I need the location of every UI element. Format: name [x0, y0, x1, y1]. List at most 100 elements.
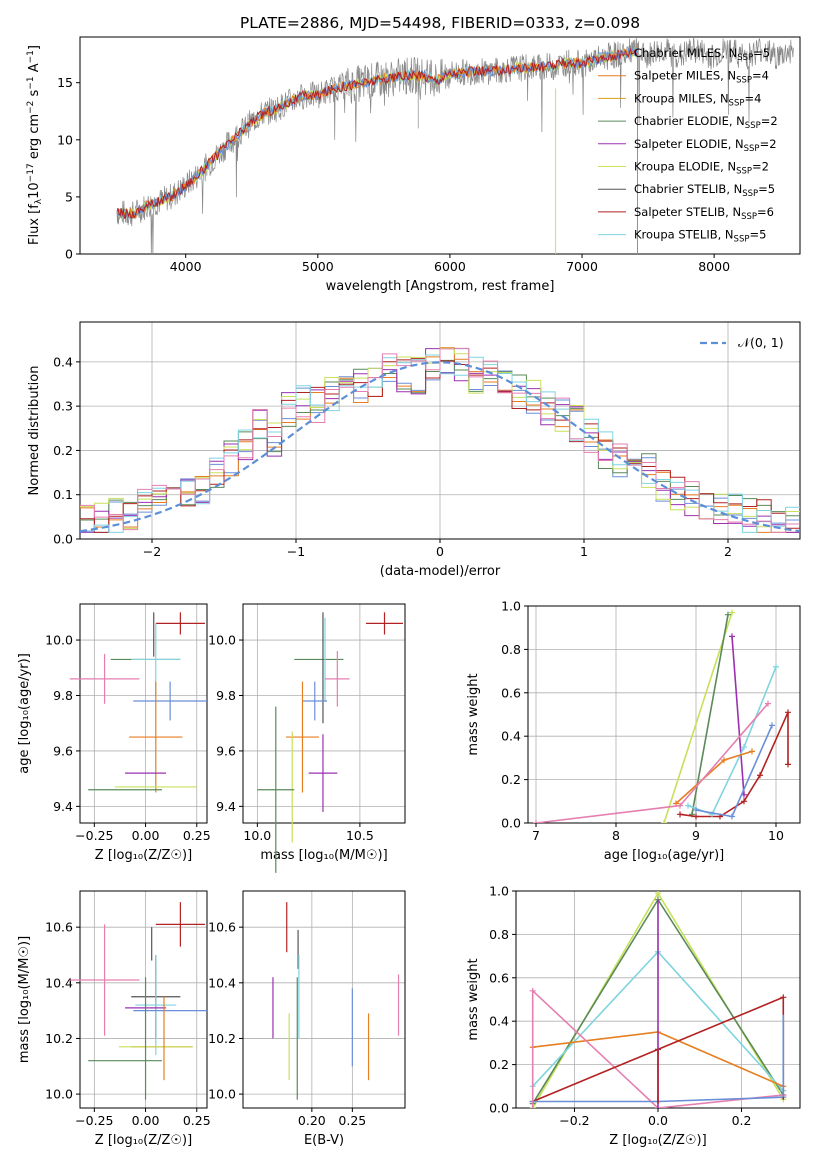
y-tick-label: 10.0	[45, 633, 73, 648]
x-tick-label: 6000	[434, 259, 466, 274]
x-tick-label: 9	[692, 828, 700, 843]
histogram-step	[80, 347, 800, 533]
weight-marker	[693, 806, 699, 813]
legend-text: Chabrier MILES, N	[634, 46, 737, 60]
y-tick-label: 0.4	[489, 1014, 509, 1029]
x-tick-label: 4000	[170, 259, 202, 274]
y-axis-label: Normed distribution	[27, 366, 42, 496]
x-axis-label: (data-model)/error	[380, 564, 501, 579]
y-tick-label: 9.6	[216, 743, 236, 758]
x-tick-label: 0	[436, 544, 444, 559]
legend-entry: Kroupa ELODIE, NSSP=2	[634, 160, 769, 177]
legend-val: =5	[753, 46, 770, 60]
legend-entry: Salpeter ELODIE, NSSP=2	[634, 137, 777, 154]
y-tick-label: 9.4	[216, 799, 236, 814]
x-tick-label: −2	[143, 544, 161, 559]
weight-marker	[741, 744, 747, 751]
y-label-part: 10	[27, 182, 42, 199]
y-tick-label: 0.0	[501, 816, 521, 831]
x-tick-label: −1	[287, 544, 305, 559]
legend-sub: SSP	[734, 235, 750, 245]
x-tick-label: 7	[532, 828, 540, 843]
y-tick-label: 10.0	[208, 1087, 236, 1102]
y-label-part: −2	[26, 101, 36, 114]
y-tick-label: 10.4	[45, 975, 73, 990]
legend-sub: SSP	[742, 189, 758, 199]
weight-lines	[529, 891, 787, 1108]
legend-text: Salpeter ELODIE, N	[634, 137, 744, 151]
weight-marker	[533, 820, 539, 823]
legend-entry: Salpeter MILES, NSSP=4	[634, 69, 769, 86]
x-axis-label: age [log₁₀(age/yr)]	[604, 848, 725, 863]
y-label-part: ]	[27, 45, 42, 50]
x-tick-label: 2	[724, 544, 732, 559]
legend-text: Chabrier STELIB, N	[634, 182, 742, 196]
x-tick-label: −0.25	[75, 1113, 113, 1128]
gaussian-curve	[80, 361, 800, 533]
y-tick-label: 9.6	[53, 743, 73, 758]
x-axis-label: Z [log₁₀(Z/Z☉)]	[95, 1133, 192, 1148]
spectrum-model-line	[116, 47, 638, 220]
weight-marker	[749, 748, 755, 755]
weight-line	[663, 612, 733, 823]
y-tick-label: 0.8	[489, 927, 509, 942]
legend-sub: SSP	[736, 76, 752, 86]
weight-marker	[677, 802, 683, 809]
y-tick-label: 0.2	[501, 772, 521, 787]
spectrum-data-line	[116, 37, 794, 254]
legend-val: =6	[757, 205, 774, 219]
legend-val: =2	[761, 114, 778, 128]
legend-text: Chabrier ELODIE, N	[634, 114, 745, 128]
x-axis-label: mass [log₁₀(M/M☉)]	[260, 848, 387, 863]
weight-marker	[721, 757, 727, 764]
y-tick-label: 9.8	[216, 688, 236, 703]
legend-text: Kroupa MILES, N	[634, 91, 729, 105]
legend-sub: SSP	[737, 53, 753, 63]
weight-line	[695, 725, 773, 818]
legend-entry: Salpeter STELIB, NSSP=6	[634, 205, 774, 222]
spectrum-lines	[116, 37, 794, 254]
mass-vs-EBV-panel: 0.20 0.25 10.0 10.2 10.4 10.6 E(B-V)	[208, 890, 406, 1148]
weight-marker	[757, 772, 763, 779]
y-tick-label: 0.4	[53, 354, 73, 369]
legend-entry: Chabrier STELIB, NSSP=5	[634, 182, 775, 199]
x-tick-label: 5000	[302, 259, 334, 274]
x-tick-label: 8	[612, 828, 620, 843]
y-axis-label: Flux [fλ10−17 erg cm−2 s−1 A−1]	[26, 45, 44, 245]
histogram-lines	[80, 347, 800, 533]
spectrum-panel: 4000 5000 6000 7000 8000 0 5 10 15 wavelength [An…	[57, 36, 801, 294]
x-tick-label: 8000	[698, 259, 730, 274]
legend-val: =4	[752, 69, 769, 83]
legend-val: =5	[758, 182, 775, 196]
y-tick-label: 0.6	[489, 970, 509, 985]
weight-marker	[729, 633, 735, 640]
y-tick-label: 10.6	[45, 920, 73, 935]
y-tick-label: 0.3	[53, 399, 73, 414]
x-axis-label: Z [log₁₀(Z/Z☉)]	[609, 1133, 706, 1148]
weight-vs-Z-panel: −0.2 0.0 0.2 0.0 0.2 0.4 0.6 0.8 1.0 Z [log₁₀(Z/Z…	[466, 884, 801, 1148]
y-label-part: −1	[26, 50, 36, 63]
x-tick-label: 0.25	[183, 1113, 211, 1128]
weight-line	[731, 636, 745, 795]
weight-marker	[729, 813, 735, 820]
legend-text: Salpeter STELIB, N	[634, 205, 741, 219]
weight-marker	[685, 802, 691, 809]
y-tick-label: 5	[65, 189, 73, 204]
legend-sub: SSP	[744, 144, 760, 154]
y-tick-label: 10.2	[45, 1031, 73, 1046]
legend-sub: SSP	[729, 98, 745, 108]
legend-sub: SSP	[736, 167, 752, 177]
weight-line	[535, 703, 769, 823]
y-tick-label: 10	[57, 132, 73, 147]
plot-frame	[242, 890, 406, 1109]
x-axis-label: E(B-V)	[304, 1133, 344, 1148]
y-tick-label: 9.8	[53, 688, 73, 703]
y-label-part: A	[27, 63, 42, 76]
y-axis-label: mass weight	[466, 673, 481, 755]
weight-line	[687, 666, 777, 816]
y-tick-label: 10.0	[208, 633, 236, 648]
y-label-part: s	[27, 89, 42, 100]
weight-marker	[765, 700, 771, 707]
y-tick-label: 9.4	[53, 799, 73, 814]
